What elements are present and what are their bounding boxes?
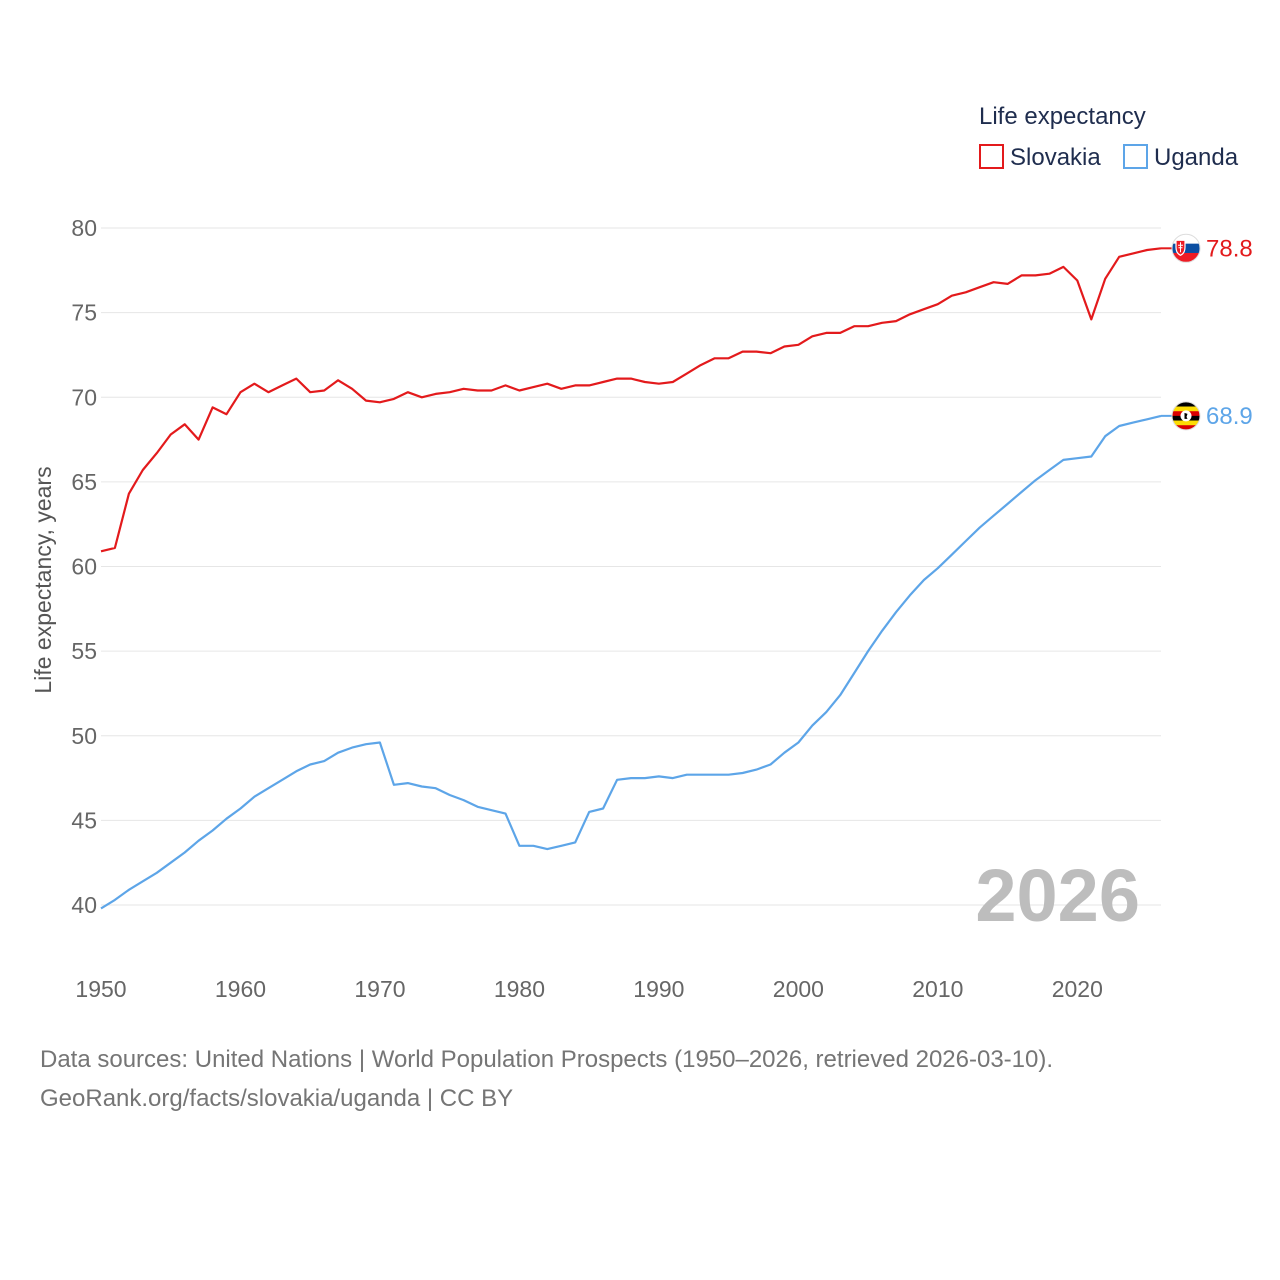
uganda-flag-icon (1171, 401, 1201, 431)
x-tick-label: 1980 (494, 976, 545, 1002)
credit-note: GeoRank.org/facts/slovakia/uganda | CC B… (40, 1085, 514, 1112)
y-tick-label: 65 (71, 469, 97, 495)
y-tick-label: 80 (71, 215, 97, 241)
slovakia-flag-icon (1171, 233, 1201, 263)
series-line-slovakia[interactable] (100, 247, 1162, 553)
x-tick-label: 2010 (912, 976, 963, 1002)
end-labels: 78.8 68.9 (1161, 233, 1253, 431)
x-tick-label: 1950 (75, 976, 126, 1002)
end-value-label-slovakia: 78.8 (1206, 235, 1253, 262)
y-tick-label: 70 (71, 384, 97, 410)
year-watermark: 2026 (975, 854, 1140, 937)
legend-label-slovakia: Slovakia (1010, 144, 1101, 171)
line-chart: 40 45 50 55 60 65 70 75 80 1950 1960 1970 1980 1990 2… (30, 103, 1253, 1002)
legend-swatch-uganda (1123, 144, 1148, 169)
y-tick-label: 55 (71, 638, 97, 664)
x-tick-label: 2000 (773, 976, 824, 1002)
y-tick-label: 50 (71, 723, 97, 749)
y-axis-ticks: 40 45 50 55 60 65 70 75 80 (71, 215, 97, 918)
legend-swatch-slovakia (979, 144, 1004, 169)
data-sources-note: Data sources: United Nations | World Pop… (40, 1046, 1054, 1073)
series-lines (100, 247, 1162, 910)
x-tick-label: 1990 (633, 976, 684, 1002)
y-tick-label: 40 (71, 892, 97, 918)
x-tick-label: 2020 (1052, 976, 1103, 1002)
y-axis-label: Life expectancy, years (30, 466, 56, 693)
x-axis-ticks: 1950 1960 1970 1980 1990 2000 2010 2020 (75, 976, 1102, 1002)
legend-item-uganda[interactable]: Uganda (1123, 144, 1239, 171)
footer: Data sources: United Nations | World Pop… (40, 1040, 1240, 1118)
legend: Life expectancy Slovakia Uganda (979, 103, 1239, 171)
end-value-label-uganda: 68.9 (1206, 403, 1253, 430)
legend-title: Life expectancy (979, 103, 1146, 130)
y-tick-label: 60 (71, 554, 97, 580)
grid-lines (101, 227, 1161, 906)
x-tick-label: 1960 (215, 976, 266, 1002)
series-line-uganda[interactable] (100, 414, 1162, 910)
legend-item-slovakia[interactable]: Slovakia (979, 144, 1101, 171)
x-tick-label: 1970 (354, 976, 405, 1002)
legend-label-uganda: Uganda (1154, 144, 1239, 171)
y-tick-label: 75 (71, 300, 97, 326)
y-tick-label: 45 (71, 807, 97, 833)
